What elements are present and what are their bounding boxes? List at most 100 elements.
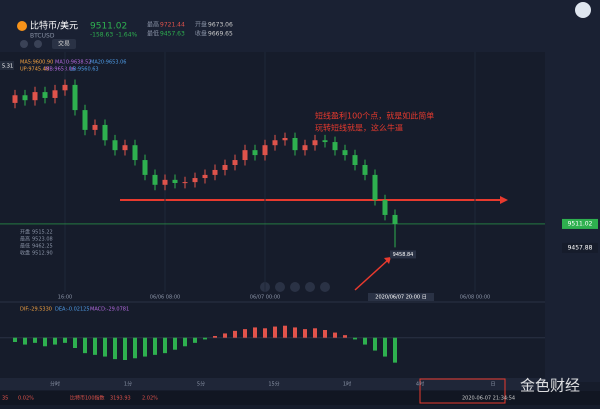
candle-body [42, 92, 48, 98]
play-button[interactable] [320, 282, 330, 292]
candle-body [182, 182, 188, 184]
macd-bar [323, 330, 327, 338]
candle-body [172, 179, 178, 183]
candle-body [152, 174, 158, 185]
trade-button[interactable] [52, 39, 76, 49]
macd-bar [193, 337, 197, 343]
macd-bar [223, 333, 227, 338]
candle-body [382, 200, 388, 215]
macd-bar [233, 330, 237, 338]
candle-body [222, 165, 228, 170]
macd-bar [313, 328, 317, 338]
stat-value: 9669.65 [208, 31, 233, 38]
candle-body [232, 160, 238, 165]
macd-bar [253, 327, 257, 338]
arrow-head [384, 257, 391, 264]
macd-bar [343, 335, 347, 338]
candle-body [282, 138, 288, 141]
candle-body [322, 140, 328, 143]
macd-bar [123, 337, 127, 360]
arrow-head [500, 196, 508, 204]
candle-body [132, 145, 138, 161]
candle-body [92, 124, 98, 130]
tab[interactable]: 分时 [50, 381, 60, 388]
candle-body [122, 145, 128, 151]
candle-body [72, 84, 78, 111]
playback-controls [260, 282, 330, 292]
macd-bar [53, 337, 57, 345]
candle-body [162, 179, 168, 185]
candle-body [242, 150, 248, 161]
btc-icon [17, 21, 27, 31]
annotation-arrow [354, 259, 389, 291]
symbol: BTCUSD [30, 33, 55, 40]
macd-bar [203, 337, 207, 340]
macd-bar [153, 337, 157, 355]
candle-body [392, 214, 398, 224]
info-label: 收盘 [20, 250, 30, 257]
crosshair-label: 2020/06/07 20:00 日 [375, 295, 426, 301]
stat-label: 最高 [147, 21, 159, 29]
pair: 比特币/美元 [30, 20, 78, 32]
tab[interactable]: 15分 [268, 381, 279, 388]
price-tag [562, 242, 598, 253]
ma-legend: MA20:9653.06 [90, 60, 126, 66]
macd-bar [283, 325, 287, 338]
macd-bar [143, 337, 147, 357]
macd-bar [13, 337, 17, 342]
price-axis [545, 52, 600, 382]
macd-bar [83, 337, 87, 354]
low-marker [390, 250, 416, 259]
stat-value: 9457.63 [160, 31, 185, 38]
macd-bar [293, 327, 297, 338]
tab[interactable]: 日 [490, 382, 495, 388]
candle-body [252, 150, 258, 156]
macd-bar [113, 337, 117, 360]
macd-bar [333, 332, 337, 338]
candle-body [302, 145, 308, 151]
macd-bar [353, 337, 357, 340]
tab-bar [0, 378, 545, 390]
avatar[interactable] [575, 2, 591, 18]
candle-body [102, 124, 108, 141]
candle-body [312, 140, 318, 146]
ma-legend: MA5:9600.90 [20, 60, 53, 66]
macd-bar [183, 337, 187, 347]
index-pct: 2.02% [142, 396, 158, 402]
tab[interactable]: 5分 [197, 381, 205, 388]
candle-body [352, 155, 358, 165]
candle-body [362, 165, 368, 175]
macd-bar [263, 328, 267, 338]
macd-bar [33, 337, 37, 343]
index-value: 3193.93 [110, 396, 131, 402]
boll-legend: LB:9560.63 [70, 67, 99, 73]
macd-bar [373, 337, 377, 351]
watermark: 金色财经 [520, 377, 580, 395]
macd-bar [163, 337, 167, 354]
play-button[interactable] [290, 282, 300, 292]
macd-bar [103, 337, 107, 357]
star-button[interactable] [34, 40, 42, 48]
candle-body [332, 142, 338, 151]
tab[interactable]: 4时 [416, 381, 424, 388]
footer-bar [0, 391, 600, 405]
annotation: 短线盈利100个点，就是如此简单 [315, 111, 434, 121]
info-label: 最低 [20, 243, 30, 250]
macd-bar [303, 329, 307, 338]
x-tick-label: 16:00 [58, 295, 72, 301]
highlight-box [419, 378, 506, 404]
tab[interactable]: 1时 [343, 381, 351, 388]
macd-bar [63, 337, 67, 343]
price-tag [562, 218, 598, 229]
icon-button[interactable] [20, 40, 28, 48]
footer-pct: 0.02% [18, 396, 34, 402]
tab[interactable]: 1分 [124, 381, 132, 388]
play-button[interactable] [275, 282, 285, 292]
candle-body [112, 140, 118, 151]
boll-legend: MB:9653.06 [45, 67, 75, 73]
play-button[interactable] [305, 282, 315, 292]
candle-body [292, 138, 298, 151]
change: -158.63 [90, 32, 113, 39]
price-tag-label: 9457.88 [568, 244, 593, 251]
